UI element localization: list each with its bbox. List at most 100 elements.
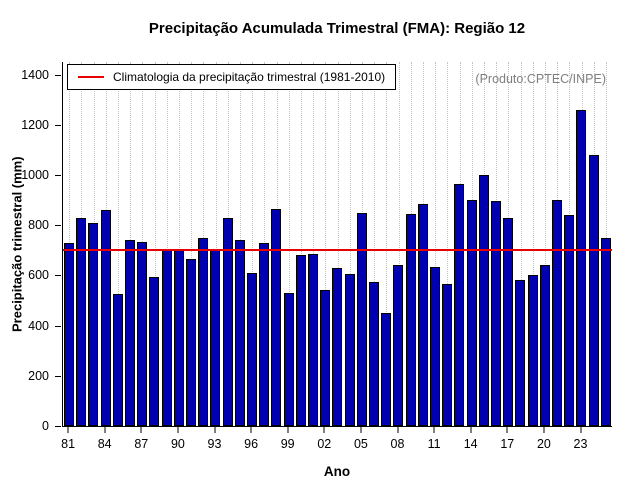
- y-axis: 0 200 400 600 800 1000 1200 1400: [0, 62, 62, 433]
- gridline: [313, 62, 315, 426]
- x-tick-mark: [506, 427, 508, 433]
- x-tick-label: 23: [573, 437, 588, 451]
- gridline: [178, 62, 180, 426]
- bar-2004: [344, 274, 355, 426]
- bar-1981: [64, 242, 75, 426]
- bar-2005: [356, 212, 367, 426]
- gridline: [325, 62, 327, 426]
- bar-1985: [112, 294, 123, 426]
- gridline: [300, 62, 302, 426]
- bar-2022: [564, 215, 575, 426]
- plot-area: Climatologia da precipitação trimestral …: [62, 62, 612, 427]
- bar-1992: [198, 237, 209, 426]
- x-tick-mark: [250, 427, 252, 433]
- bar-2012: [442, 284, 453, 426]
- y-tick-label: 0: [42, 419, 49, 433]
- x-tick-mark: [397, 427, 398, 433]
- x-tick-label: 93: [207, 437, 222, 451]
- gridline: [288, 62, 290, 426]
- y-tick-label: 200: [28, 368, 49, 383]
- gridline: [191, 62, 193, 426]
- x-tick-mark: [323, 427, 325, 433]
- bar-1984: [100, 210, 111, 426]
- legend-line-sample: [78, 76, 104, 78]
- gridline: [447, 62, 449, 426]
- gridline: [252, 62, 254, 426]
- x-tick-label: 20: [536, 437, 551, 451]
- bar-2019: [527, 275, 538, 426]
- legend-label: Climatologia da precipitação trimestral …: [113, 70, 386, 84]
- bar-1986: [125, 240, 136, 426]
- y-tick-mark: [55, 275, 61, 277]
- gridline: [166, 62, 168, 426]
- bar-2000: [295, 255, 306, 426]
- bar-1982: [76, 217, 87, 426]
- bar-1994: [222, 217, 233, 426]
- bar-2025: [600, 237, 611, 426]
- gridline: [215, 62, 217, 426]
- source-annotation: (Produto:CPTEC/INPE): [475, 72, 606, 86]
- y-tick-mark: [55, 375, 61, 377]
- bar-2017: [503, 217, 514, 426]
- bar-2007: [381, 313, 392, 426]
- bar-1989: [161, 249, 172, 426]
- x-tick-label: 14: [463, 437, 478, 451]
- bar-1991: [186, 259, 197, 426]
- y-tick-mark: [55, 325, 61, 327]
- y-tick-label: 1200: [21, 117, 49, 132]
- gridline: [337, 62, 339, 426]
- x-axis: 81 84 87 90 93 96 99 02 05 08 11 14 17 20 23: [61, 427, 612, 459]
- gridline: [435, 62, 437, 426]
- gridline: [398, 62, 400, 426]
- bar-2010: [417, 203, 428, 426]
- gridline: [154, 62, 156, 426]
- x-tick-label: 84: [97, 437, 112, 451]
- y-tick-mark: [55, 124, 61, 126]
- bar-1996: [247, 272, 258, 426]
- bars-layer: [63, 62, 612, 426]
- x-tick-label: 87: [134, 437, 149, 451]
- y-tick-label: 1000: [21, 167, 49, 182]
- bar-2018: [515, 280, 526, 426]
- bar-2008: [393, 265, 404, 426]
- x-tick-mark: [140, 427, 142, 433]
- legend: Climatologia da precipitação trimestral …: [67, 64, 397, 90]
- gridline: [349, 62, 351, 426]
- x-tick-label: 08: [390, 437, 405, 451]
- bar-2024: [588, 154, 599, 426]
- x-tick-mark: [580, 427, 581, 433]
- y-tick-mark: [55, 426, 61, 427]
- x-tick-mark: [67, 427, 69, 433]
- x-tick-label: 11: [427, 437, 441, 451]
- gridline: [117, 62, 119, 426]
- y-tick-label: 800: [28, 218, 49, 233]
- x-tick-label: 05: [353, 437, 368, 451]
- bar-2015: [478, 174, 489, 426]
- bar-1990: [173, 250, 184, 426]
- y-tick-mark: [55, 74, 61, 76]
- gridline: [544, 62, 546, 426]
- y-tick-mark: [55, 174, 61, 176]
- x-tick-label: 81: [61, 437, 76, 451]
- y-tick-label: 400: [28, 318, 49, 333]
- y-tick-label: 600: [28, 268, 49, 283]
- bar-1983: [88, 222, 99, 426]
- bar-2023: [576, 109, 587, 426]
- gridline: [520, 62, 522, 426]
- x-tick-label: 17: [500, 437, 515, 451]
- bar-1988: [149, 276, 160, 426]
- bar-2014: [466, 200, 477, 426]
- bar-2013: [454, 183, 465, 426]
- bar-1987: [137, 241, 148, 426]
- climatology-line: [63, 249, 612, 252]
- x-tick-mark: [470, 427, 472, 433]
- bar-2006: [369, 281, 380, 426]
- bar-1999: [283, 292, 294, 426]
- x-axis-title: Ano: [323, 464, 351, 479]
- y-tick-label: 1400: [21, 67, 49, 82]
- bar-2003: [332, 267, 343, 426]
- x-tick-label: 96: [244, 437, 259, 451]
- bar-2009: [405, 213, 416, 426]
- x-tick-mark: [543, 427, 545, 433]
